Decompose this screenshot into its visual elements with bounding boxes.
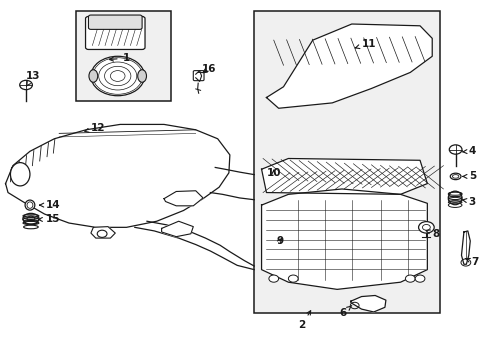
FancyBboxPatch shape — [88, 15, 142, 30]
Text: 2: 2 — [298, 311, 310, 330]
Circle shape — [414, 275, 424, 282]
Text: 5: 5 — [462, 171, 475, 181]
Text: 1: 1 — [109, 53, 130, 63]
Bar — [76, 12, 171, 101]
Text: 11: 11 — [355, 39, 375, 49]
Ellipse shape — [449, 173, 460, 180]
Text: 16: 16 — [201, 64, 216, 74]
Ellipse shape — [25, 200, 35, 210]
Polygon shape — [91, 226, 115, 238]
Text: 13: 13 — [26, 71, 41, 86]
Text: 6: 6 — [339, 306, 351, 318]
Polygon shape — [350, 296, 385, 312]
Ellipse shape — [138, 70, 146, 82]
Circle shape — [268, 275, 278, 282]
Text: 8: 8 — [425, 229, 439, 239]
Circle shape — [288, 275, 298, 282]
Text: 10: 10 — [266, 168, 281, 178]
FancyBboxPatch shape — [193, 71, 203, 81]
Circle shape — [20, 80, 32, 90]
Text: 9: 9 — [276, 236, 283, 246]
Polygon shape — [163, 191, 203, 206]
Circle shape — [91, 56, 144, 96]
Circle shape — [97, 230, 107, 237]
Polygon shape — [261, 189, 427, 289]
Polygon shape — [161, 221, 193, 237]
Text: 14: 14 — [40, 200, 60, 210]
Text: 7: 7 — [465, 257, 478, 267]
Ellipse shape — [23, 213, 39, 224]
FancyBboxPatch shape — [85, 17, 145, 49]
Ellipse shape — [10, 163, 30, 186]
Circle shape — [405, 275, 414, 282]
Polygon shape — [461, 231, 469, 264]
Ellipse shape — [89, 70, 98, 82]
Polygon shape — [261, 158, 427, 194]
Bar — [254, 12, 439, 313]
Text: 4: 4 — [462, 146, 475, 156]
Text: 12: 12 — [84, 123, 105, 133]
Circle shape — [448, 145, 461, 154]
Polygon shape — [5, 125, 229, 227]
Circle shape — [418, 222, 433, 233]
Text: 15: 15 — [39, 215, 60, 224]
Text: 3: 3 — [462, 197, 475, 207]
Polygon shape — [266, 24, 431, 108]
Ellipse shape — [447, 191, 461, 205]
